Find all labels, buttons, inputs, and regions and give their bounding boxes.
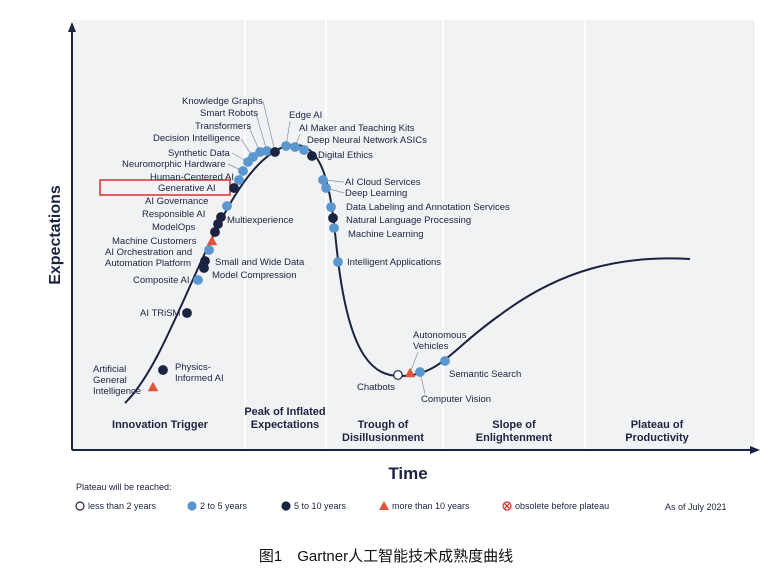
technology-label: Deep Learning — [345, 188, 408, 199]
legend-label: obsolete before plateau — [515, 501, 610, 511]
technology-label: Composite AI — [133, 275, 190, 286]
marker — [229, 183, 239, 193]
legend-title: Plateau will be reached: — [76, 482, 172, 492]
marker — [328, 213, 338, 223]
marker — [440, 356, 450, 366]
marker — [75, 501, 85, 511]
marker — [248, 152, 258, 162]
marker — [182, 308, 192, 318]
technology-label: Human-Centered AI — [150, 172, 234, 183]
marker — [404, 367, 416, 378]
marker-cross — [504, 503, 510, 509]
technology-label: Neuromorphic Hardware — [122, 159, 226, 170]
marker — [204, 245, 214, 255]
marker — [333, 257, 343, 267]
phase-label: Plateau of Productivity — [625, 419, 689, 444]
technology-label: AI TRiSM — [140, 308, 181, 319]
technology-label: Physics-Informed AI — [175, 362, 224, 384]
marker — [147, 381, 159, 392]
leader-line — [262, 100, 276, 153]
marker — [234, 175, 244, 185]
y-axis-arrow — [68, 22, 76, 32]
phase-label: Slope of Enlightenment — [475, 419, 553, 444]
marker — [281, 141, 291, 151]
marker — [415, 367, 425, 377]
technology-label: Intelligent Applications — [347, 257, 442, 268]
technology-label: Generative AI — [158, 183, 216, 194]
technology-label: AI Governance — [145, 196, 209, 207]
technology-label: Model Compression — [212, 270, 297, 281]
technology-label: ModelOps — [152, 222, 196, 233]
technology-label: Machine Learning — [348, 229, 424, 240]
x-axis-title: Time — [388, 464, 427, 483]
technology-label: Responsible AI — [142, 209, 206, 220]
marker — [318, 175, 328, 185]
marker — [299, 145, 309, 155]
legend-label: 2 to 5 years — [200, 501, 248, 511]
technology-label: Chatbots — [357, 382, 396, 393]
technology-label: AI Cloud Services — [345, 177, 421, 188]
technology-label: Natural Language Processing — [346, 215, 472, 226]
technology-label: AI Orchestration and Automation Platform — [105, 247, 193, 269]
phase-label: Trough of Disillusionment — [342, 419, 424, 444]
technology-label: Small and Wide Data — [215, 257, 305, 268]
plot-background — [72, 20, 755, 450]
technology-label: Knowledge Graphs — [182, 96, 263, 107]
marker — [270, 147, 280, 157]
marker — [329, 223, 339, 233]
marker — [307, 151, 317, 161]
technology-label: Artificial General Intelligence — [93, 364, 142, 397]
marker — [326, 202, 336, 212]
technology-label: Computer Vision — [421, 394, 492, 405]
leader-line — [255, 113, 268, 152]
legend-label: 5 to 10 years — [294, 501, 347, 511]
technology-label: Transformers — [195, 121, 252, 132]
technology-label: Multiexperience — [227, 215, 294, 226]
marker — [216, 212, 226, 222]
leader-line — [409, 351, 419, 374]
technology-label: Edge AI — [289, 110, 323, 121]
x-axis-arrow — [750, 446, 760, 454]
phase-dividers — [244, 20, 586, 450]
legend-label: less than 2 years — [88, 501, 157, 511]
marker — [379, 501, 389, 510]
marker — [200, 256, 210, 266]
marker — [321, 183, 331, 193]
technology-label: Data Labeling and Annotation Services — [346, 202, 510, 213]
marker — [187, 501, 197, 511]
technology-label: Machine Customers — [112, 236, 197, 247]
technology-label: Autonomous Vehicles — [413, 330, 467, 352]
marker — [238, 166, 248, 176]
technology-label: AI Maker and Teaching Kits — [299, 123, 415, 134]
technology-label: Semantic Search — [449, 369, 522, 380]
as-of-note: As of July 2021 — [665, 502, 727, 512]
figure-caption: 图1 Gartner人工智能技术成熟度曲线 — [259, 547, 513, 565]
marker — [393, 370, 403, 380]
marker — [281, 501, 291, 511]
technology-label: Smart Robots — [200, 108, 259, 119]
technology-label: Deep Neural Network ASICs — [307, 135, 427, 146]
marker — [210, 227, 220, 237]
y-axis-title: Expectations — [47, 185, 64, 285]
technology-label: Digital Ethics — [318, 150, 373, 161]
marker — [222, 201, 232, 211]
marker — [262, 146, 272, 156]
marker — [158, 365, 168, 375]
marker — [193, 275, 203, 285]
phase-label: Innovation Trigger — [112, 419, 208, 431]
technology-label: Synthetic Data — [168, 148, 230, 159]
phase-label: Peak of Inflated Expectations — [244, 406, 326, 431]
marker — [206, 235, 218, 246]
marker — [290, 142, 300, 152]
technology-label: Decision Intelligence — [153, 133, 241, 144]
legend-label: more than 10 years — [392, 501, 470, 511]
